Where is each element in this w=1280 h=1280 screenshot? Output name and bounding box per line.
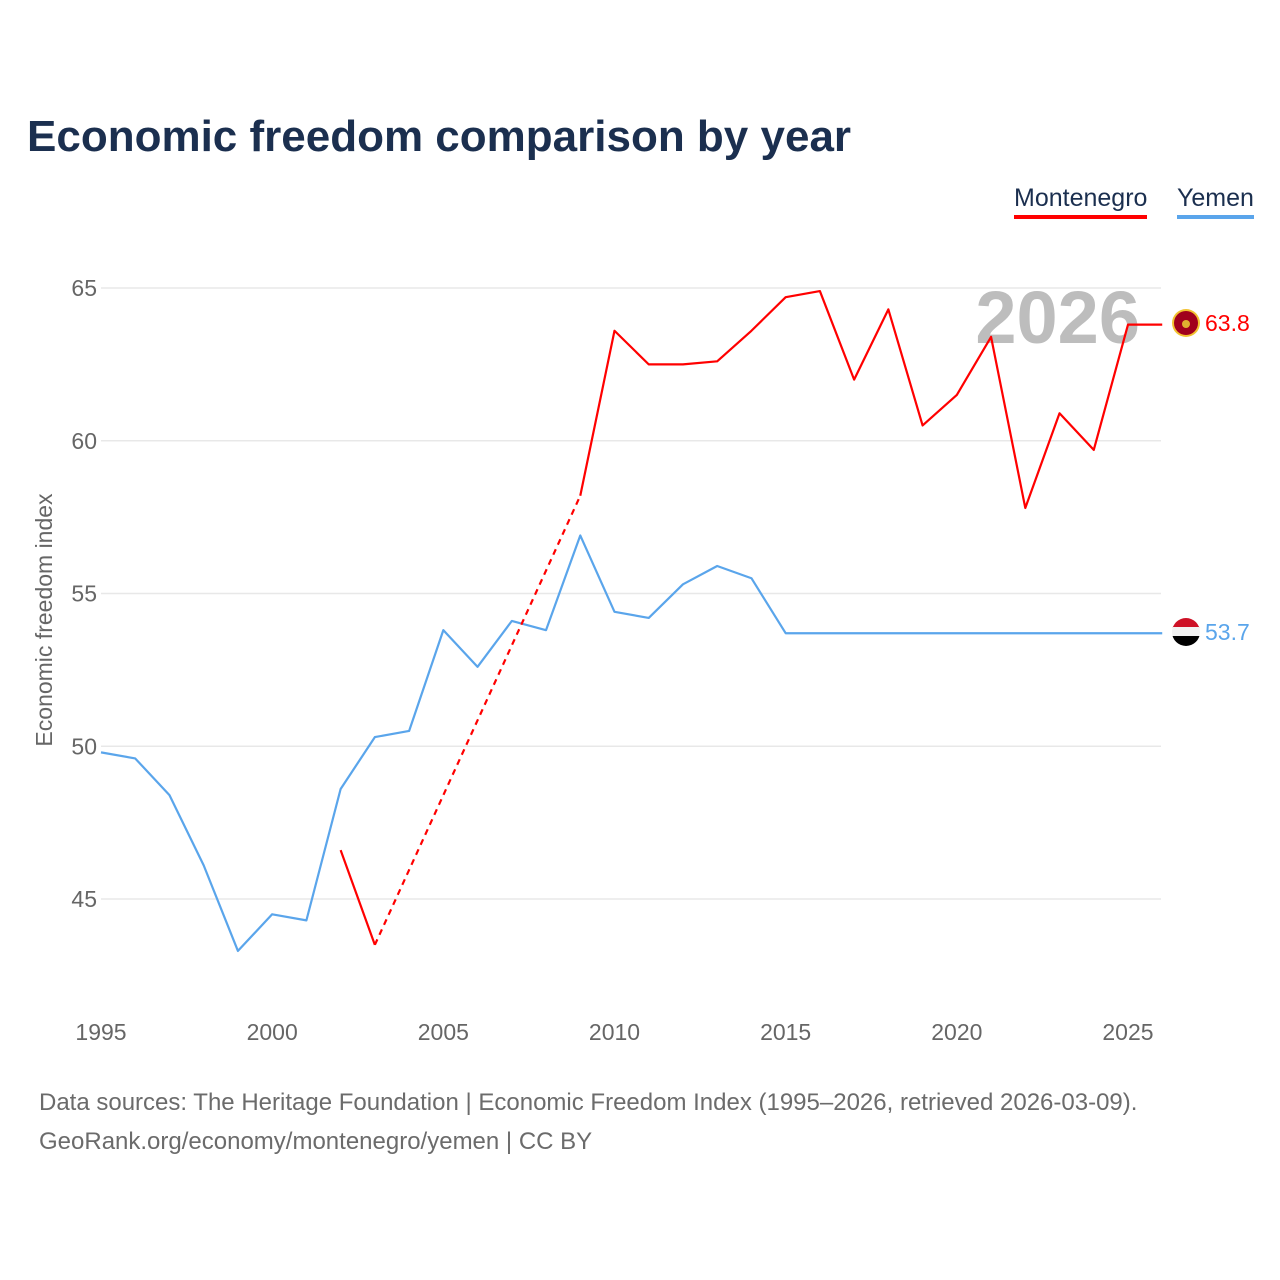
montenegro-gap-line <box>373 495 582 946</box>
y-tick-label: 55 <box>71 581 97 607</box>
yemen-flag-icon <box>1172 618 1200 646</box>
montenegro-flag-icon <box>1172 309 1200 337</box>
y-tick-label: 65 <box>71 275 97 301</box>
x-tick-label: 2025 <box>1102 1019 1153 1045</box>
legend-yemen[interactable]: Yemen <box>1177 184 1254 219</box>
y-tick-label: 45 <box>71 886 97 912</box>
yemen-line <box>100 534 1163 953</box>
legend-montenegro[interactable]: Montenegro <box>1014 184 1148 219</box>
x-tick-label: 2000 <box>247 1019 298 1045</box>
montenegro-end-label: 63.8 <box>1205 310 1250 336</box>
footer-url[interactable]: GeoRank.org/economy/montenegro/yemen | C… <box>39 1128 593 1155</box>
yemen-end-label: 53.7 <box>1205 619 1250 645</box>
y-tick-label: 50 <box>71 733 97 759</box>
x-tick-label: 2015 <box>760 1019 811 1045</box>
year-watermark: 2026 <box>975 276 1140 359</box>
chart-title: Economic freedom comparison by year <box>27 112 852 161</box>
x-tick-label: 1995 <box>75 1019 126 1045</box>
y-axis-label: Economic freedom index <box>31 493 57 747</box>
montenegro-line <box>579 289 1163 510</box>
x-tick-label: 2005 <box>418 1019 469 1045</box>
montenegro-line <box>339 849 376 946</box>
y-tick-label: 60 <box>71 428 97 454</box>
x-tick-label: 2010 <box>589 1019 640 1045</box>
x-tick-label: 2020 <box>931 1019 982 1045</box>
footer-sources: Data sources: The Heritage Foundation | … <box>39 1089 1138 1116</box>
